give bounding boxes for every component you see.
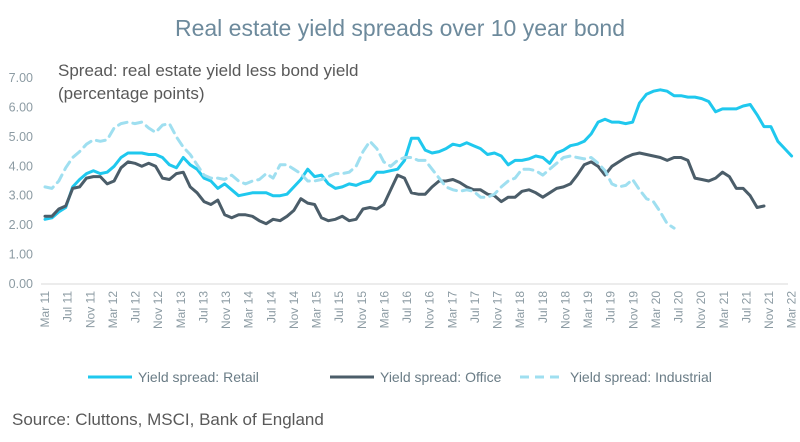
x-tick-label: Mar 18 [513,291,527,329]
chart-source: Source: Cluttons, MSCI, Bank of England [12,410,324,429]
x-tick-label: Mar 13 [174,291,188,329]
x-tick-label: Jul 21 [739,291,753,323]
x-tick-label: Nov 15 [355,291,369,329]
y-axis-tick-labels: 0.00 1.00 2.00 3.00 4.00 5.00 6.00 7.00 [9,71,33,291]
x-tick-label: Mar 14 [242,291,256,329]
x-tick-label: Nov 14 [287,291,301,329]
y-tick-label: 4.00 [9,159,33,173]
series-lines [43,88,794,230]
x-tick-label: Nov 13 [219,291,233,329]
y-tick-label: 7.00 [9,71,33,85]
x-tick-label: Jul 18 [536,291,550,323]
x-tick-label: Jul 14 [264,291,278,323]
chart-subtitle-line-1: Spread: real estate yield less bond yiel… [58,61,359,80]
x-tick-label: Mar 17 [445,291,459,329]
x-tick-label: Mar 19 [581,291,595,329]
x-tick-label: Nov 21 [762,291,776,329]
legend-label-office: Yield spread: Office [380,369,502,385]
legend-label-industrial: Yield spread: Industrial [570,369,712,385]
y-tick-label: 6.00 [9,100,33,114]
x-tick-label: Mar 15 [310,291,324,329]
x-tick-label: Mar 20 [649,291,663,329]
series-line-office [43,151,766,226]
x-tick-label: Nov 12 [151,291,165,329]
x-tick-label: Jul 20 [672,291,686,323]
x-tick-label: Jul 15 [332,291,346,323]
y-tick-label: 5.00 [9,130,33,144]
y-tick-label: 2.00 [9,218,33,232]
legend: Yield spread: Retail Yield spread: Office… [88,369,712,385]
x-tick-label: Nov 18 [558,291,572,329]
x-axis-tick-labels: Mar 11 Jul 11 Nov 11 Mar 12 Jul 12 Nov 12 Mar … [38,291,799,329]
x-tick-label: Jul 17 [468,291,482,323]
chart-subtitle-line-2: (percentage points) [58,84,204,103]
x-tick-label: Nov 17 [491,291,505,329]
chart-title: Real estate yield spreads over 10 year b… [175,15,625,41]
x-tick-label: Jul 13 [196,291,210,323]
x-tick-label: Mar 12 [106,291,120,329]
y-tick-label: 0.00 [9,277,33,291]
x-tick-label: Mar 21 [717,291,731,329]
x-tick-label: Jul 11 [61,291,75,322]
x-tick-label: Nov 11 [83,291,97,328]
x-tick-label: Nov 20 [694,291,708,329]
y-tick-label: 1.00 [9,248,33,262]
series-line-industrial [43,120,676,230]
x-tick-label: Nov 19 [626,291,640,329]
x-tick-label: Mar 16 [377,291,391,329]
x-tick-label: Nov 16 [423,291,437,329]
legend-label-retail: Yield spread: Retail [138,369,259,385]
x-tick-label: Jul 19 [604,291,618,323]
x-tick-label: Mar 22 [785,291,799,329]
series-line-retail [43,88,794,221]
x-tick-label: Jul 12 [129,291,143,323]
x-tick-label: Jul 16 [400,291,414,323]
y-tick-label: 3.00 [9,189,33,203]
x-tick-label: Mar 11 [38,291,52,328]
